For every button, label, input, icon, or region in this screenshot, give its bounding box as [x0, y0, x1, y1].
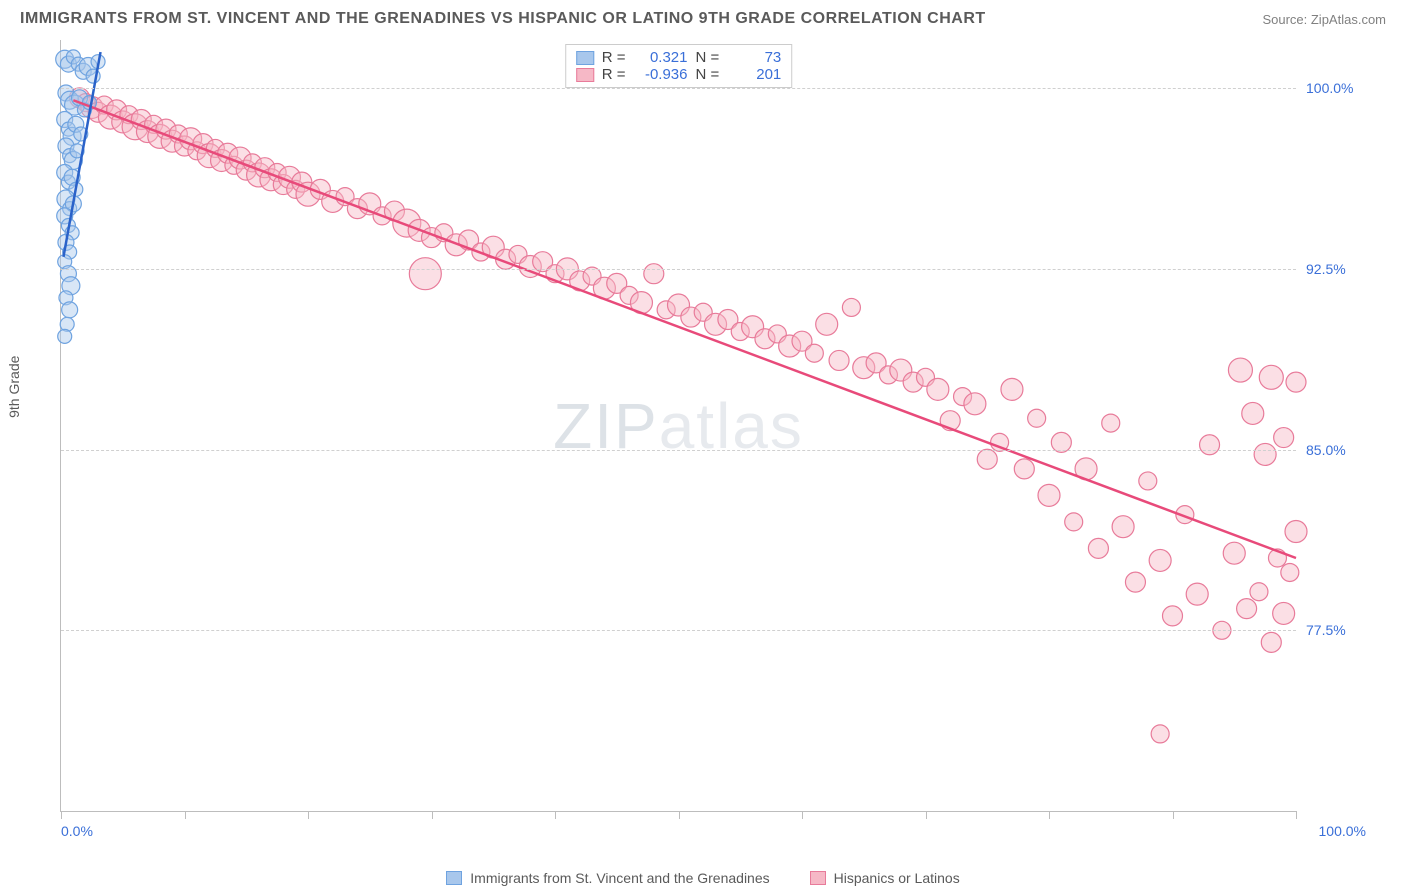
data-point — [1125, 572, 1145, 592]
data-point — [1223, 542, 1245, 564]
gridline — [61, 450, 1296, 451]
correlation-legend: R = 0.321 N = 73 R = -0.936 N = 201 — [565, 44, 793, 88]
source-label: Source: ZipAtlas.com — [1262, 12, 1386, 27]
legend-row-blue: R = 0.321 N = 73 — [576, 49, 782, 66]
data-point — [1242, 402, 1264, 424]
data-point — [1151, 725, 1169, 743]
data-point — [409, 258, 441, 290]
data-point — [816, 313, 838, 335]
data-point — [1038, 484, 1060, 506]
x-tick — [61, 811, 62, 819]
data-point — [977, 449, 997, 469]
x-tick — [802, 811, 803, 819]
y-tick-label: 85.0% — [1306, 442, 1376, 458]
data-point — [1014, 459, 1034, 479]
data-point — [1254, 443, 1276, 465]
data-point — [1281, 563, 1299, 581]
gridline — [61, 88, 1296, 89]
data-point — [829, 350, 849, 370]
data-point — [1186, 583, 1208, 605]
chart-area: 9th Grade ZIPatlas R = 0.321 N = 73 R = … — [20, 40, 1386, 842]
data-point — [1139, 472, 1157, 490]
data-point — [964, 393, 986, 415]
data-point — [1273, 602, 1295, 624]
x-axis-start-label: 0.0% — [61, 823, 93, 839]
legend-item-blue: Immigrants from St. Vincent and the Gren… — [446, 870, 769, 886]
data-point — [1261, 632, 1281, 652]
data-point — [1149, 549, 1171, 571]
swatch-blue-icon — [576, 51, 594, 65]
data-point — [62, 302, 78, 318]
y-tick-label: 92.5% — [1306, 261, 1376, 277]
swatch-pink-icon — [810, 871, 826, 885]
x-tick — [185, 811, 186, 819]
trend-line — [73, 100, 1296, 558]
x-tick — [308, 811, 309, 819]
legend-label: Hispanics or Latinos — [834, 870, 960, 886]
data-point — [58, 329, 72, 343]
data-point — [1112, 516, 1134, 538]
data-point — [1259, 365, 1283, 389]
legend-label: Immigrants from St. Vincent and the Gren… — [470, 870, 769, 886]
legend-item-pink: Hispanics or Latinos — [810, 870, 960, 886]
data-point — [1237, 599, 1257, 619]
data-point — [1228, 358, 1252, 382]
gridline — [61, 269, 1296, 270]
data-point — [1001, 378, 1023, 400]
y-tick-label: 77.5% — [1306, 622, 1376, 638]
x-tick — [555, 811, 556, 819]
legend-row-pink: R = -0.936 N = 201 — [576, 66, 782, 83]
series-legend: Immigrants from St. Vincent and the Gren… — [0, 870, 1406, 886]
chart-title: IMMIGRANTS FROM ST. VINCENT AND THE GREN… — [20, 10, 986, 28]
data-point — [1088, 538, 1108, 558]
plot-region: ZIPatlas R = 0.321 N = 73 R = -0.936 N =… — [60, 40, 1296, 812]
data-point — [1102, 414, 1120, 432]
x-tick — [926, 811, 927, 819]
scatter-svg — [61, 40, 1296, 811]
x-tick — [679, 811, 680, 819]
data-point — [1285, 521, 1307, 543]
data-point — [842, 298, 860, 316]
data-point — [805, 344, 823, 362]
y-tick-label: 100.0% — [1306, 80, 1376, 96]
x-tick — [1296, 811, 1297, 819]
data-point — [644, 264, 664, 284]
data-point — [1163, 606, 1183, 626]
swatch-pink-icon — [576, 68, 594, 82]
y-axis-label: 9th Grade — [6, 356, 22, 418]
swatch-blue-icon — [446, 871, 462, 885]
x-tick — [1173, 811, 1174, 819]
gridline — [61, 630, 1296, 631]
data-point — [927, 378, 949, 400]
x-tick — [432, 811, 433, 819]
data-point — [1250, 583, 1268, 601]
data-point — [1200, 435, 1220, 455]
data-point — [1274, 428, 1294, 448]
x-tick — [1049, 811, 1050, 819]
x-axis-end-label: 100.0% — [1319, 823, 1366, 839]
data-point — [1286, 372, 1306, 392]
data-point — [1028, 409, 1046, 427]
data-point — [1065, 513, 1083, 531]
